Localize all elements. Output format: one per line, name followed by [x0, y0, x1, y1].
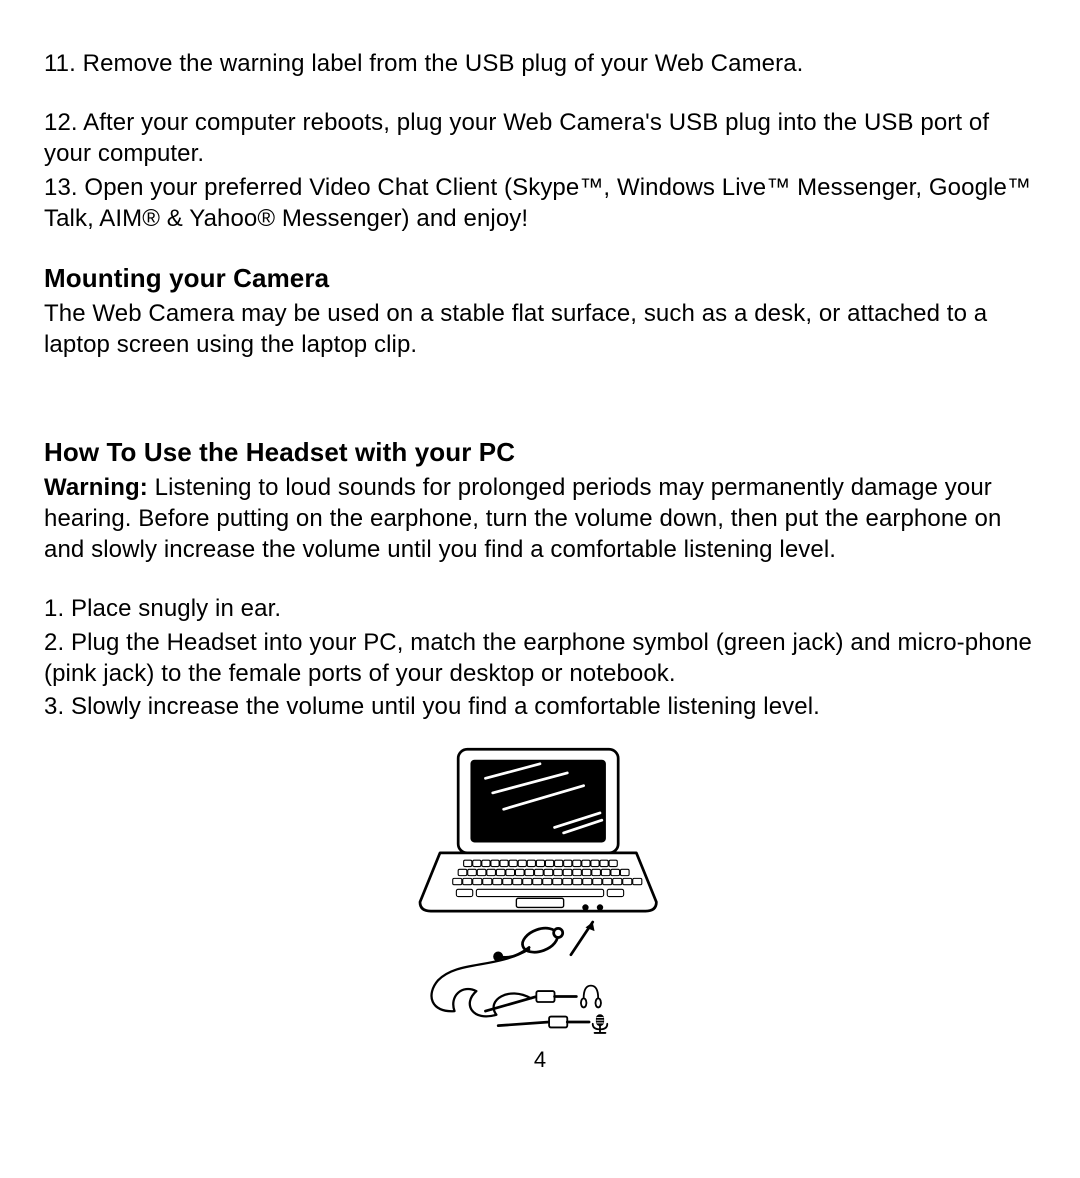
headset-step-1: 1. Place snugly in ear. [44, 593, 1036, 624]
step-13: 13. Open your preferred Video Chat Clien… [44, 172, 1036, 234]
step-12: 12. After your computer reboots, plug yo… [44, 107, 1036, 169]
warning-body: Listening to loud sounds for prolonged p… [44, 474, 1001, 563]
page-number: 4 [44, 1046, 1036, 1075]
document-page: 11. Remove the warning label from the US… [0, 0, 1080, 1099]
laptop-headset-illustration [380, 742, 700, 1042]
illustration-container [44, 742, 1036, 1042]
step-11: 11. Remove the warning label from the US… [44, 48, 1036, 79]
headset-step-3: 3. Slowly increase the volume until you … [44, 691, 1036, 722]
heading-headset: How To Use the Headset with your PC [44, 436, 1036, 470]
warning-label: Warning: [44, 474, 148, 501]
section-spacer [44, 388, 1036, 436]
heading-mounting: Mounting your Camera [44, 262, 1036, 296]
headset-step-2: 2. Plug the Headset into your PC, match … [44, 627, 1036, 689]
mounting-body: The Web Camera may be used on a stable f… [44, 298, 1036, 360]
headset-warning: Warning: Listening to loud sounds for pr… [44, 472, 1036, 566]
